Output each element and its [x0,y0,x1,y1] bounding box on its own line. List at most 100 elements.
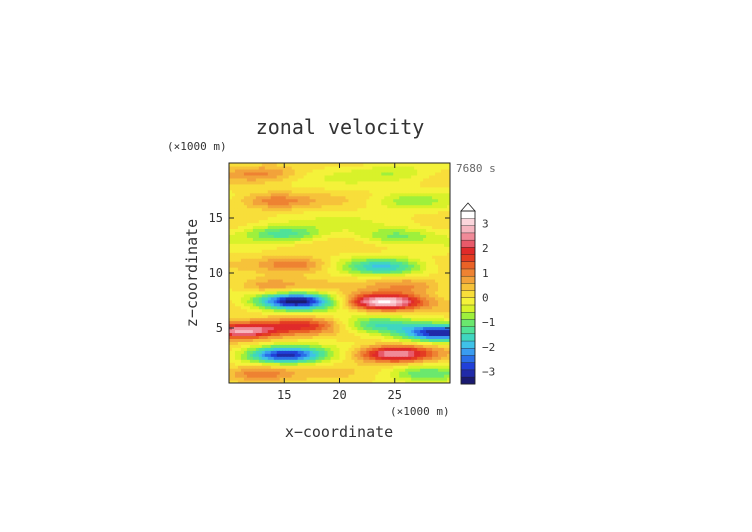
heatmap-cell [384,246,388,250]
heatmap-cell [309,183,314,188]
heatmap-cell [246,183,251,188]
heatmap-cell [423,198,427,203]
heatmap-cell [288,219,293,224]
heatmap-cell [423,308,427,313]
heatmap-cell [351,326,356,331]
heatmap-cell [381,195,385,200]
heatmap-cell [327,335,332,339]
heatmap-cell [396,308,400,313]
heatmap-cell [351,341,356,345]
heatmap-cell [294,344,299,348]
heatmap-cell [294,171,299,176]
heatmap-cell [315,201,320,206]
heatmap-cell [312,246,317,250]
heatmap-cell [417,323,421,328]
heatmap-cell [378,308,382,313]
heatmap-cell [420,326,424,331]
heatmap-cell [246,249,251,253]
heatmap-cell [288,237,293,241]
heatmap-cell [315,353,320,357]
heatmap-cell [345,174,350,179]
heatmap-cell [229,163,233,167]
heatmap-cell [273,243,278,247]
heatmap-cell [276,219,281,224]
heatmap-cell [261,168,266,173]
heatmap-cell [306,302,311,307]
heatmap-cell [384,293,388,298]
heatmap-cell [324,192,329,197]
heatmap-cell [354,314,359,319]
heatmap-cell [240,305,245,310]
heatmap-cell [279,353,284,357]
heatmap-cell [324,201,329,206]
heatmap-cell [363,380,367,383]
heatmap-cell [315,234,320,238]
heatmap-cell [240,320,245,325]
heatmap-cell [273,275,278,280]
heatmap-cell [363,341,367,345]
heatmap-cell [237,308,242,313]
heatmap-cell [333,284,338,289]
heatmap-cell [270,273,275,277]
heatmap-cell [381,163,385,167]
heatmap-cell [291,308,296,313]
heatmap-cell [297,273,302,277]
heatmap-cell [363,335,367,339]
heatmap-cell [327,237,332,241]
heatmap-cell [336,243,341,247]
heatmap-cell [273,302,278,307]
heatmap-cell [246,261,251,265]
heatmap-cell [348,198,353,203]
heatmap-cell [252,287,257,292]
heatmap-cell [351,362,356,366]
heatmap-cell [255,314,260,319]
heatmap-cell [261,273,266,277]
heatmap-cell [345,270,350,274]
heatmap-cell [252,293,257,298]
heatmap-cell [240,284,245,289]
heatmap-cell [249,329,254,334]
heatmap-cell [396,284,400,289]
heatmap-cell [423,281,427,286]
heatmap-cell [402,255,406,259]
heatmap-cell [402,198,406,203]
heatmap-cell [414,380,418,383]
heatmap-cell [399,344,403,348]
heatmap-cell [237,180,242,185]
heatmap-cell [258,320,263,325]
heatmap-cell [294,308,299,313]
heatmap-cell [366,255,370,259]
heatmap-cell [363,258,367,262]
heatmap-cell [405,344,409,348]
heatmap-cell [327,264,332,268]
heatmap-cell [372,195,376,200]
heatmap-cell [270,171,275,176]
heatmap-cell [426,204,430,209]
heatmap-cell [426,377,430,381]
heatmap-cell [300,207,305,212]
heatmap-cell [267,296,272,301]
heatmap-cell [348,317,353,322]
heatmap-cell [402,347,406,351]
heatmap-cell [270,267,275,271]
heatmap-cell [411,317,415,322]
heatmap-cell [354,338,359,342]
heatmap-cell [273,252,278,256]
heatmap-cell [351,344,356,348]
heatmap-cell [267,338,272,342]
heatmap-cell [303,344,308,348]
heatmap-cell [306,323,311,328]
heatmap-cell [342,183,347,188]
y-unit-label: (×1000 m) [167,140,227,153]
heatmap-cell [312,281,317,286]
heatmap-cell [258,198,263,203]
heatmap-cell [357,201,362,206]
heatmap-cell [297,243,302,247]
heatmap-cell [333,258,338,262]
heatmap-cell [375,350,379,354]
heatmap-cell [252,317,257,322]
heatmap-cell [318,231,323,235]
heatmap-cell [426,177,430,182]
heatmap-cell [420,216,424,221]
heatmap-cell [267,201,272,206]
